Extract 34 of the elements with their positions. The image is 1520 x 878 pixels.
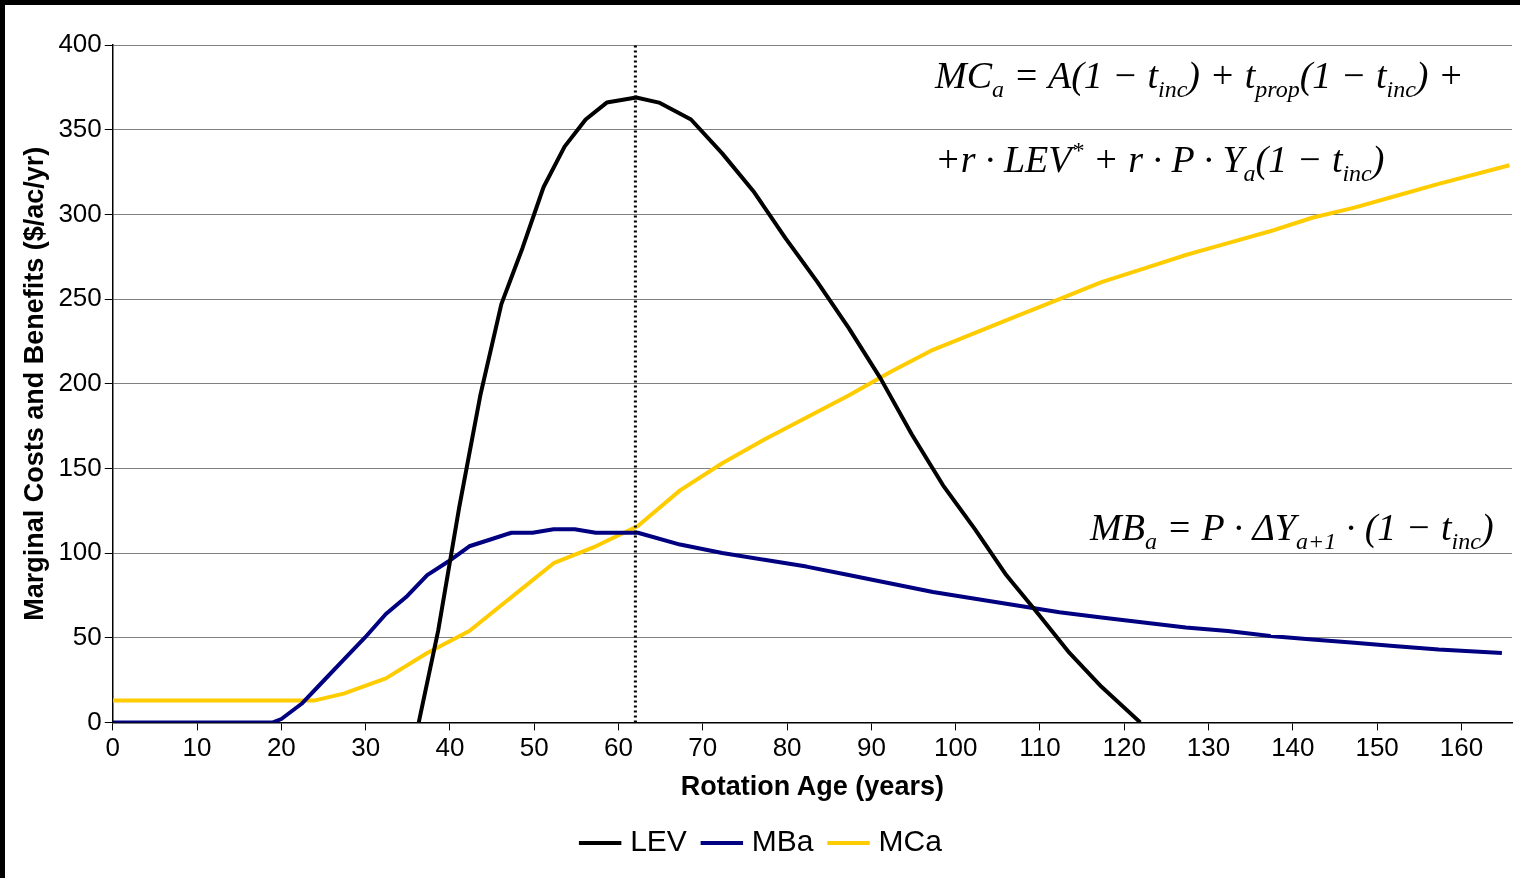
y-axis-title: Marginal Costs and Benefits ($/ac/yr) bbox=[18, 146, 49, 621]
x-tick-label: 60 bbox=[604, 732, 633, 763]
x-tick-label: 70 bbox=[688, 732, 718, 763]
x-tick-label: 10 bbox=[182, 732, 212, 763]
y-tick-label: 250 bbox=[58, 282, 102, 313]
x-tick-label: 0 bbox=[105, 732, 121, 763]
annotation: +r · LEV$^{*}$ + r · P · Y$_{a}$(1 − t$_{inc}$) bbox=[935, 137, 1385, 187]
annotation: MB$_{a}$ = P · ΔY$_{a+1}$ · (1 − t$_{inc}$) bbox=[1090, 505, 1494, 555]
y-tick-label: 400 bbox=[58, 28, 102, 59]
x-tick-label: 30 bbox=[351, 732, 381, 763]
x-tick-label: 20 bbox=[266, 732, 296, 763]
y-tick-label: 300 bbox=[58, 197, 102, 228]
legend-label: LEV bbox=[630, 824, 687, 858]
legend-label: MCa bbox=[878, 824, 943, 858]
x-tick-label: 100 bbox=[933, 732, 978, 763]
x-tick-label: 80 bbox=[772, 732, 802, 763]
y-tick-label: 0 bbox=[87, 705, 102, 736]
x-tick-label: 160 bbox=[1439, 732, 1484, 763]
x-tick-label: 140 bbox=[1271, 732, 1315, 763]
x-tick-label: 110 bbox=[1019, 732, 1061, 763]
x-tick-label: 130 bbox=[1186, 732, 1231, 763]
legend-label: MBa bbox=[751, 824, 814, 858]
x-axis-title: Rotation Age (years) bbox=[680, 771, 944, 802]
text: MC$_{a}$ = A(1 − t$_{inc}$) + t$_{prop}$(1 − t$_{inc}$) + bbox=[935, 54, 1464, 102]
y-tick-label: 100 bbox=[58, 536, 102, 567]
y-tick-label: 150 bbox=[58, 451, 102, 482]
y-tick-label: 200 bbox=[58, 366, 102, 397]
x-tick-label: 120 bbox=[1102, 732, 1146, 763]
y-tick-label: 350 bbox=[58, 112, 102, 143]
x-tick-label: 40 bbox=[435, 732, 465, 763]
y-tick-label: 50 bbox=[72, 620, 102, 651]
x-tick-label: 150 bbox=[1355, 732, 1399, 763]
x-tick-label: 50 bbox=[519, 732, 549, 763]
x-tick-label: 90 bbox=[856, 732, 886, 763]
